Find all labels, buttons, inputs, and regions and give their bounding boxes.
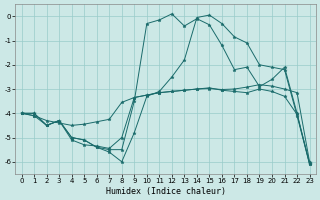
X-axis label: Humidex (Indice chaleur): Humidex (Indice chaleur) (106, 187, 226, 196)
